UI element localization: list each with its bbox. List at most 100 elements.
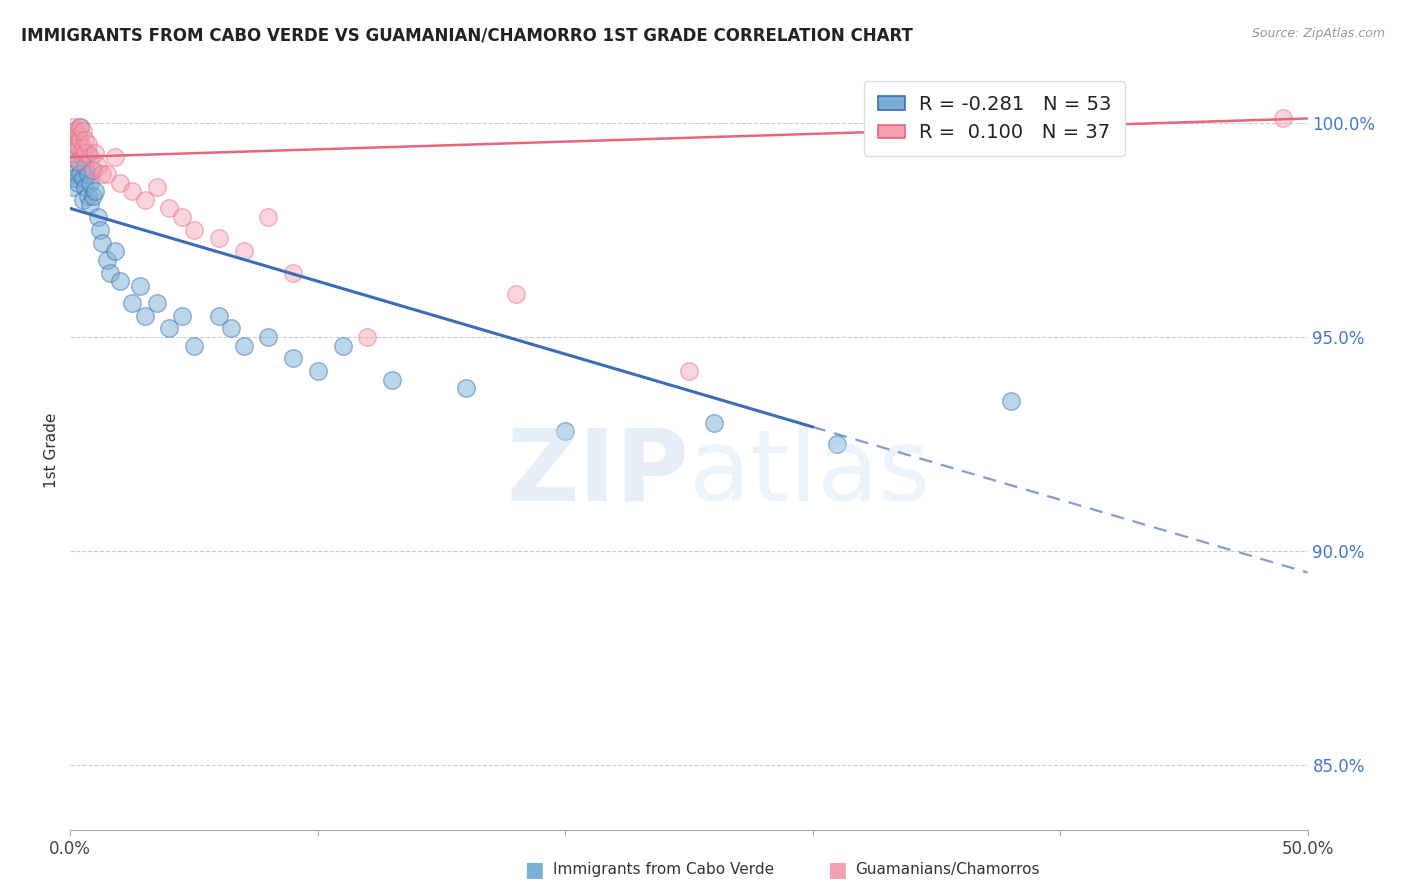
Point (86, 159, 108, 173)
Y-axis label: 1st Grade: 1st Grade (44, 413, 59, 488)
Text: ZIP: ZIP (506, 425, 689, 522)
Point (79, 150, 101, 164)
Point (257, 210, 280, 224)
Point (827, 437, 849, 451)
Text: atlas: atlas (689, 425, 931, 522)
Point (69, 133, 91, 147)
Point (257, 330, 280, 344)
Point (183, 338, 205, 352)
Point (69, 141, 91, 155)
Point (104, 244, 127, 259)
Point (232, 338, 254, 352)
Point (75, 133, 97, 147)
Point (66, 176, 89, 190)
Point (89, 223, 111, 237)
Point (505, 287, 527, 301)
Point (96, 252, 118, 267)
Point (65, 124, 87, 138)
Point (183, 223, 205, 237)
Point (456, 381, 478, 395)
Point (66, 128, 89, 143)
Point (82, 162, 104, 177)
Point (66, 141, 89, 155)
Point (146, 295, 169, 310)
Point (72, 150, 94, 164)
Point (554, 424, 576, 438)
Point (62, 133, 84, 147)
Point (72, 141, 94, 155)
Point (146, 180, 169, 194)
Point (84, 184, 107, 198)
Point (76, 145, 98, 160)
Point (134, 193, 156, 207)
Point (76, 188, 98, 202)
Text: Source: ZipAtlas.com: Source: ZipAtlas.com (1251, 27, 1385, 40)
Point (69, 120, 91, 134)
Point (65, 124, 87, 138)
Point (79, 176, 101, 190)
Point (75, 159, 97, 173)
Point (76, 137, 98, 152)
Point (79, 197, 101, 211)
Point (381, 373, 404, 387)
Point (91, 235, 114, 250)
Point (72, 171, 94, 186)
Point (66, 154, 89, 169)
Point (108, 176, 131, 190)
Point (96, 167, 118, 181)
Text: ■: ■ (524, 860, 544, 880)
Point (62, 120, 84, 134)
Point (134, 309, 156, 323)
Point (108, 274, 131, 288)
Point (1000, 394, 1022, 409)
Point (66, 133, 89, 147)
Point (332, 338, 354, 352)
Point (157, 202, 180, 216)
Point (703, 416, 725, 430)
Text: IMMIGRANTS FROM CABO VERDE VS GUAMANIAN/CHAMORRO 1ST GRADE CORRELATION CHART: IMMIGRANTS FROM CABO VERDE VS GUAMANIAN/… (21, 27, 912, 45)
Legend: R = -0.281   N = 53, R =  0.100   N = 37: R = -0.281 N = 53, R = 0.100 N = 37 (865, 81, 1125, 156)
Point (98, 266, 121, 280)
Point (72, 193, 94, 207)
Point (75, 145, 97, 160)
Text: Guamanians/Chamorros: Guamanians/Chamorros (855, 863, 1039, 877)
Point (170, 309, 193, 323)
Point (281, 351, 304, 366)
Point (66, 154, 89, 169)
Text: ■: ■ (827, 860, 846, 880)
Point (65, 137, 87, 152)
Point (219, 321, 242, 335)
Point (208, 231, 231, 245)
Point (121, 295, 143, 310)
Point (91, 167, 114, 181)
Point (86, 210, 108, 224)
Point (69, 120, 91, 134)
Point (76, 167, 98, 181)
Point (82, 162, 104, 177)
Point (62, 159, 84, 173)
Point (75, 180, 97, 194)
Point (208, 309, 231, 323)
Point (62, 180, 84, 194)
Point (62, 145, 84, 160)
Point (62, 137, 84, 152)
Point (65, 171, 87, 186)
Point (232, 244, 254, 259)
Point (69, 167, 91, 181)
Text: Immigrants from Cabo Verde: Immigrants from Cabo Verde (553, 863, 773, 877)
Point (157, 321, 180, 335)
Point (62, 167, 84, 181)
Point (281, 266, 304, 280)
Point (170, 210, 193, 224)
Point (356, 330, 378, 344)
Point (678, 364, 700, 378)
Point (72, 124, 94, 138)
Point (104, 150, 127, 164)
Point (121, 184, 143, 198)
Point (128, 278, 150, 293)
Point (307, 364, 329, 378)
Point (82, 188, 104, 202)
Point (84, 145, 107, 160)
Point (65, 145, 87, 160)
Point (1271, 112, 1294, 126)
